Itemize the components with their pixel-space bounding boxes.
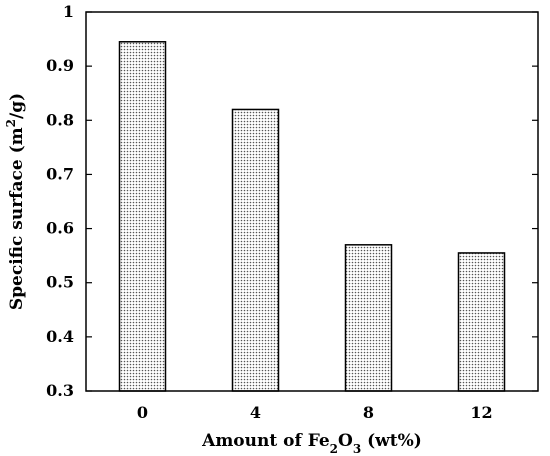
plot-frame: [85, 11, 539, 392]
x-tick-label: 0: [137, 403, 148, 422]
x-ticks-group: 0 4 8 12: [137, 403, 493, 422]
bar-12: [457, 252, 506, 392]
y-ticks-group: 0.3 0.4 0.5 0.6 0.7 0.8 0.9 1: [46, 2, 538, 400]
y-tick-label: 1: [63, 2, 74, 21]
bar-4: [231, 108, 280, 392]
y-tick-label: 0.6: [46, 219, 74, 238]
x-tick-label: 4: [250, 403, 261, 422]
y-tick-label: 0.3: [46, 381, 74, 400]
x-tick-label: 8: [363, 403, 374, 422]
bar-8: [344, 244, 393, 392]
y-axis-title: Specific surface (m2/g): [4, 93, 27, 310]
y-tick-label: 0.9: [46, 56, 74, 75]
y-tick-label: 0.7: [46, 164, 74, 183]
bars-group: [118, 41, 506, 392]
x-axis-title: Amount of Fe2O3 (wt%): [201, 431, 422, 456]
y-tick-label: 0.5: [46, 273, 74, 292]
y-tick-label: 0.4: [46, 327, 74, 346]
x-tick-label: 12: [470, 403, 492, 422]
bar-0: [118, 41, 167, 392]
y-tick-label: 0.8: [46, 110, 74, 129]
